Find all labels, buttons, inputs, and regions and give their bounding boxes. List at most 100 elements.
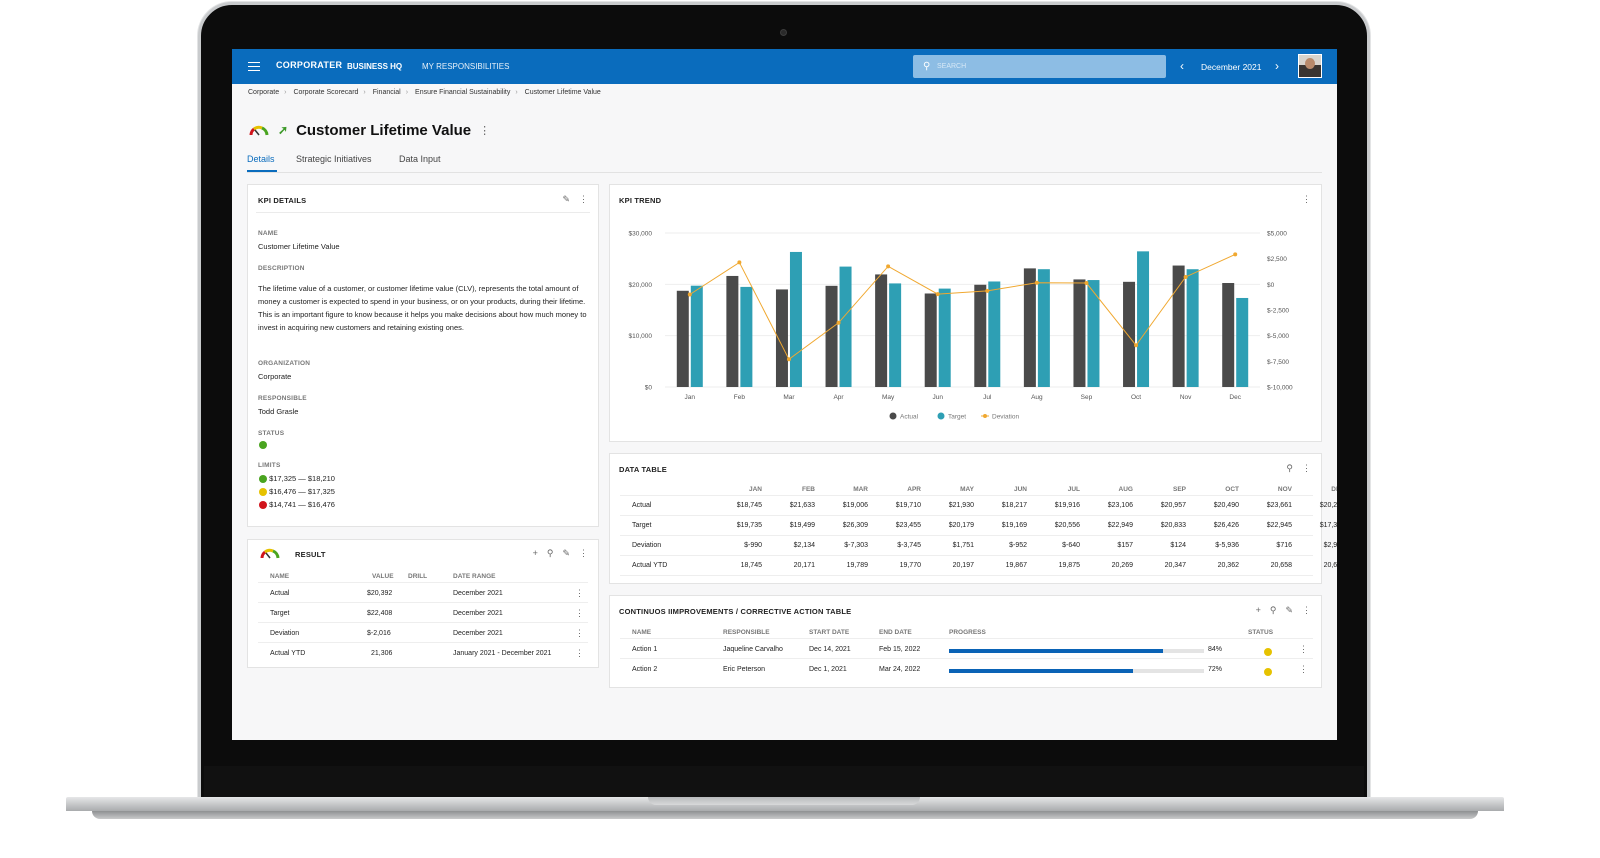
more-options-icon[interactable]: ⋮ (479, 124, 491, 137)
bar-actual (974, 284, 987, 387)
corrective-action-card: CONTINUOS IIMPROVEMENTS / CORRECTIVE ACT… (609, 595, 1322, 688)
more-options-icon[interactable]: ⋮ (579, 194, 588, 204)
more-options-icon[interactable]: ⋮ (579, 548, 588, 558)
limit-row: $14,741 — $16,476 (259, 500, 335, 510)
trend-up-icon: ➚ (278, 123, 289, 137)
tab-strategic-initiatives[interactable]: Strategic Initiatives (296, 154, 372, 164)
more-options-icon[interactable]: ⋮ (1302, 194, 1311, 204)
menu-icon[interactable] (248, 62, 260, 71)
table-cell: $18,745 (736, 502, 762, 509)
breadcrumb-item[interactable]: Corporate (248, 89, 280, 96)
edit-icon[interactable]: ✎ (1285, 605, 1293, 615)
column-header: OCT (1225, 486, 1239, 493)
table-cell: $22,949 (1107, 522, 1133, 529)
nav-business-hq[interactable]: BUSINESS HQ (347, 62, 403, 71)
left-tick-label: $30,000 (629, 231, 653, 238)
more-options-icon[interactable]: ⋮ (1302, 605, 1311, 615)
bar-target (889, 283, 902, 387)
chevron-right-icon: › (284, 89, 287, 96)
action-responsible: Jaqueline Carvalho (723, 646, 783, 653)
column-header: FEB (802, 486, 815, 493)
search-icon[interactable]: ⚲ (1269, 605, 1277, 615)
limit-dot-green (259, 475, 267, 484)
more-options-icon[interactable]: ⋮ (575, 648, 584, 658)
chevron-left-icon[interactable]: ‹ (1180, 59, 1184, 73)
add-icon[interactable]: + (1255, 605, 1261, 615)
table-cell: $23,455 (895, 522, 921, 529)
table-cell: $-640 (1062, 542, 1080, 549)
tab-data-input[interactable]: Data Input (399, 154, 441, 164)
breadcrumb-item[interactable]: Ensure Financial Sustainability (415, 89, 511, 96)
action-end-date: Feb 15, 2022 (879, 646, 921, 653)
progress-label: 84% (1208, 646, 1223, 653)
table-cell: $19,735 (736, 522, 762, 529)
row-date-range: December 2021 (453, 630, 503, 637)
search-icon[interactable]: ⚲ (546, 548, 554, 558)
column-header: MAY (960, 486, 974, 493)
column-header: DEC (1331, 486, 1337, 493)
table-cell: $20,490 (1213, 502, 1239, 509)
chevron-right-icon[interactable]: › (1275, 59, 1279, 73)
search-input[interactable] (937, 59, 1147, 74)
bar-target (740, 286, 753, 387)
deviation-point (886, 264, 891, 269)
tab-details[interactable]: Details (247, 154, 275, 164)
left-axis: $30,000 $20,000 $10,000 $0 (629, 231, 653, 392)
deviation-point (1084, 281, 1089, 286)
deviation-point (935, 292, 940, 297)
period-selector[interactable]: December 2021 (1201, 62, 1262, 72)
row-value: $-2,016 (367, 630, 391, 637)
column-header: VALUE (372, 573, 394, 580)
bar-actual (726, 275, 739, 387)
table-cell: $19,499 (789, 522, 815, 529)
more-options-icon[interactable]: ⋮ (1299, 644, 1308, 654)
limit-range: $16,476 — $17,325 (269, 487, 335, 496)
x-tick-label: Sep (1081, 394, 1093, 401)
more-options-icon[interactable]: ⋮ (1299, 664, 1308, 674)
x-tick-label: Feb (734, 394, 746, 401)
edit-icon[interactable]: ✎ (562, 194, 570, 204)
action-start-date: Dec 14, 2021 (809, 646, 851, 653)
avatar[interactable] (1298, 54, 1322, 78)
limit-range: $14,741 — $16,476 (269, 500, 335, 509)
search-icon[interactable]: ⚲ (1286, 463, 1293, 473)
right-tick-label: $-10,000 (1267, 385, 1293, 392)
action-responsible: Eric Peterson (723, 666, 766, 673)
column-header: END DATE (879, 629, 912, 636)
table-cell: $26,309 (842, 522, 868, 529)
row-name: Deviation (270, 630, 300, 637)
column-header: DRILL (408, 573, 428, 580)
progress-fill (949, 669, 1133, 673)
x-tick-label: Oct (1131, 394, 1141, 401)
nav-my-responsibilities[interactable]: MY RESPONSIBILITIES (422, 62, 510, 71)
limit-dot-red (259, 501, 267, 510)
table-cell: $19,006 (842, 502, 868, 509)
table-cell: $-3,745 (897, 542, 921, 549)
bar-target (1137, 251, 1150, 387)
legend-label: Actual (900, 414, 919, 421)
bar-target (690, 285, 703, 387)
more-options-icon[interactable]: ⋮ (575, 608, 584, 618)
edit-icon[interactable]: ✎ (562, 548, 570, 558)
breadcrumb-item[interactable]: Corporate Scorecard (293, 89, 359, 96)
breadcrumb-item[interactable]: Financial (372, 89, 401, 96)
search-icon: ⚲ (923, 61, 931, 72)
column-header: MAR (853, 486, 868, 493)
page-header: ➚ Customer Lifetime Value ⋮ (248, 120, 490, 140)
more-options-icon[interactable]: ⋮ (1302, 463, 1311, 473)
brand-logo[interactable]: CORPORATER (276, 60, 343, 70)
add-icon[interactable]: + (532, 548, 538, 558)
progress-label: 72% (1208, 666, 1223, 673)
row-date-range: December 2021 (453, 610, 503, 617)
row-label: Deviation (632, 542, 662, 549)
organization-label: ORGANIZATION (258, 360, 311, 367)
action-name: Action 1 (632, 646, 658, 653)
table-cell: $1,751 (952, 542, 974, 549)
data-table-card: DATA TABLE ⚲ ⋮ JAN FEB MAR APR MAY JUN JUL AUG S… (609, 453, 1337, 584)
row-value: 21,306 (371, 650, 393, 657)
chart-gridlines (665, 232, 1260, 388)
row-date-range: December 2021 (453, 590, 503, 597)
column-header: JUN (1013, 486, 1027, 493)
more-options-icon[interactable]: ⋮ (575, 588, 584, 598)
more-options-icon[interactable]: ⋮ (575, 628, 584, 638)
